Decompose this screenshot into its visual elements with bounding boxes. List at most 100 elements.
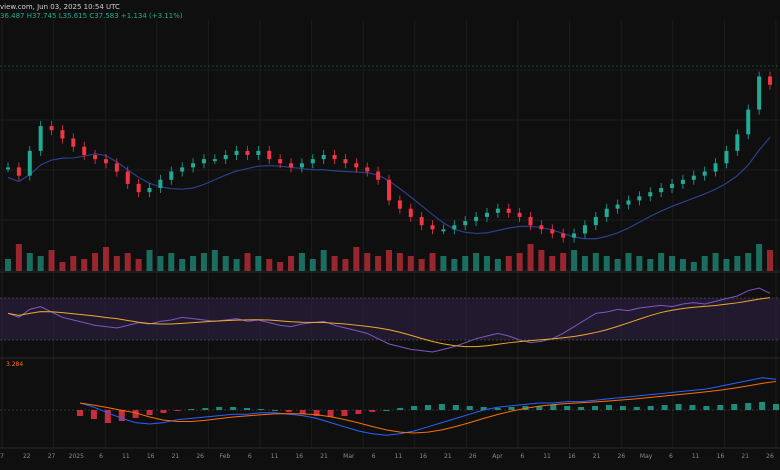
macd-histogram-bar (257, 409, 264, 410)
macd-histogram-bar (244, 408, 251, 410)
macd-histogram-bar (132, 410, 139, 418)
volume-bar (690, 262, 697, 271)
volume-bar (723, 259, 730, 271)
macd-histogram-bar (564, 406, 571, 410)
macd-histogram-bar (675, 404, 682, 410)
candle-body (376, 171, 381, 180)
candle-body (201, 159, 206, 164)
macd-histogram-bar (452, 405, 459, 410)
candle-body (604, 208, 609, 217)
volume-bar (679, 259, 686, 271)
volume-bar (179, 259, 186, 271)
volume-bar (102, 247, 109, 271)
candle-body (430, 225, 435, 230)
volume-bar (298, 253, 305, 271)
macd-histogram-bar (508, 407, 515, 410)
volume-bar (538, 250, 545, 271)
candle-body (474, 216, 479, 222)
volume-bar (244, 253, 251, 271)
macd-histogram-bar (731, 404, 738, 410)
x-tick-label: 16 (568, 453, 576, 460)
x-tick-label: 6 (372, 453, 376, 460)
volume-bar (669, 256, 676, 271)
candle-body (691, 175, 696, 180)
ohlc-readout: 36.487 H37.745 L35.615 C37.583 +1.134 (+… (0, 12, 183, 20)
candle-body (158, 179, 163, 189)
candle-body (561, 233, 566, 238)
macd-histogram-bar (578, 407, 585, 410)
candle-body (365, 167, 370, 172)
candle-body (191, 163, 196, 168)
macd-histogram-bar (480, 407, 487, 410)
candle-body (724, 150, 729, 164)
candle-body (114, 163, 119, 172)
macd-histogram-bar (160, 410, 167, 413)
volume-bar (233, 259, 240, 271)
x-tick-label: 6 (520, 453, 524, 460)
candle-body (71, 138, 76, 147)
macd-histogram-bar (285, 410, 292, 412)
macd-histogram-bar (327, 410, 334, 417)
volume-bar (113, 256, 120, 271)
volume-bar (342, 259, 349, 271)
volume-bar (407, 256, 414, 271)
x-tick-label: 26 (766, 453, 774, 460)
macd-histogram-bar (425, 405, 431, 410)
volume-bar (124, 253, 131, 271)
candle-body (495, 208, 500, 213)
macd-histogram-bar (299, 410, 306, 414)
volume-bar (211, 250, 218, 271)
candle-body (267, 150, 272, 160)
macd-histogram-bar (773, 404, 779, 410)
volume-bar (745, 253, 752, 271)
candle-body (27, 150, 32, 176)
candle-body (256, 150, 261, 155)
volume-bar (26, 253, 33, 271)
candle-body (82, 146, 87, 155)
volume-bar (37, 256, 44, 271)
volume-bar (494, 259, 501, 271)
macd-histogram-bar (90, 410, 97, 419)
x-tick-label: 22 (23, 453, 31, 460)
x-tick-label: 2025 (69, 453, 84, 460)
volume-bar (658, 253, 665, 271)
candle-body (484, 212, 489, 217)
volume-bar (429, 253, 436, 271)
volume-bar (157, 256, 164, 271)
volume-bar (636, 256, 643, 271)
candle-body (582, 225, 587, 234)
volume-bar (70, 256, 77, 271)
macd-histogram-bar (118, 410, 125, 421)
volume-bar (266, 259, 273, 271)
volume-bar (222, 256, 229, 271)
volume-bar (288, 256, 295, 271)
candle-body (49, 126, 54, 131)
x-tick-label: 6 (99, 453, 103, 460)
volume-bar (418, 259, 425, 271)
volume-bar (320, 250, 327, 271)
candle-body (680, 179, 685, 184)
candle-body (626, 200, 631, 205)
macd-histogram-bar (494, 408, 501, 410)
macd-histogram-bar (689, 405, 696, 410)
volume-bar (592, 253, 599, 271)
candle-body (343, 159, 348, 164)
x-tick-label: 21 (320, 453, 328, 460)
volume-bar (451, 259, 458, 271)
volume-bar (767, 250, 773, 271)
x-tick-label: 26 (618, 453, 626, 460)
volume-bar (168, 253, 175, 271)
candle-body (593, 216, 598, 226)
x-tick-label: 16 (295, 453, 303, 460)
chart-title: view.com, Jun 03, 2025 10:54 UTC (0, 3, 120, 11)
macd-histogram-bar (341, 410, 348, 416)
x-tick-label: 26 (196, 453, 204, 460)
x-tick-label: 16 (147, 453, 155, 460)
volume-bar (146, 250, 153, 271)
x-tick-label: May (640, 453, 653, 460)
x-tick-label: Feb (220, 453, 231, 460)
macd-histogram-bar (438, 404, 445, 410)
macd-histogram-bar (397, 408, 404, 410)
candle-body (637, 196, 642, 201)
